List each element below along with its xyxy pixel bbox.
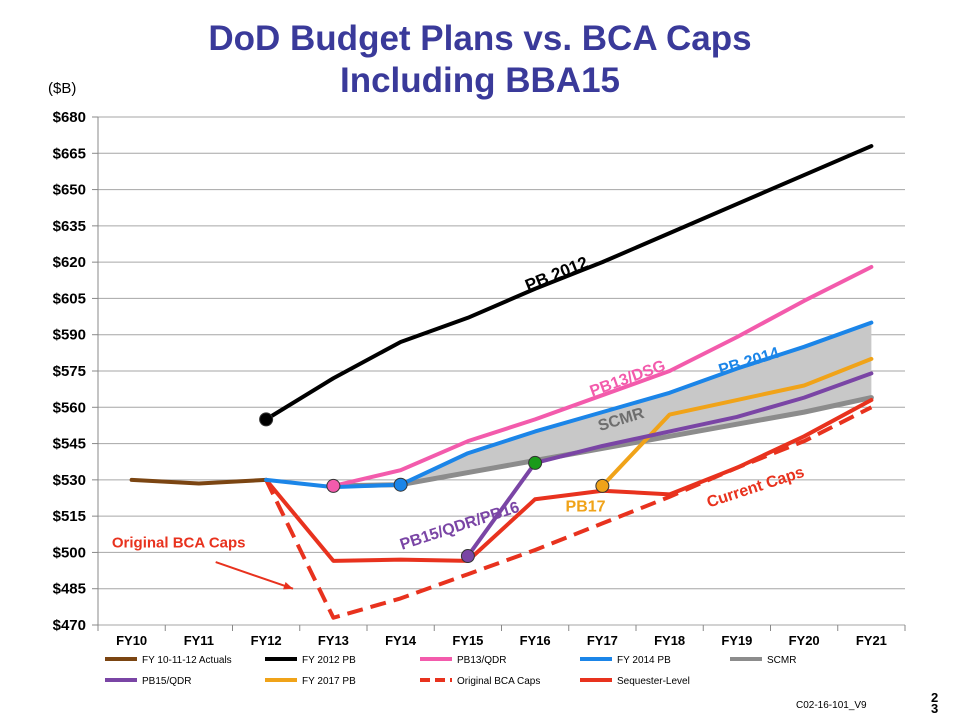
x-tick-label: FY12 [251, 633, 282, 648]
legend-label: Original BCA Caps [457, 676, 540, 687]
y-tick-label: $530 [53, 472, 86, 489]
document-code: C02-16-101_V9 [796, 700, 867, 711]
series-line-scmr [330, 395, 874, 489]
x-tick-label: FY21 [856, 633, 887, 648]
x-tick-label: FY18 [654, 633, 685, 648]
y-tick-label: $650 [53, 182, 86, 199]
series-line-pb14 [264, 320, 874, 490]
y-tick-label: $635 [53, 218, 86, 235]
legend-label: FY 2012 PB [302, 655, 356, 666]
legend-label: Sequester-Level [617, 676, 690, 687]
y-tick-label: $620 [53, 254, 86, 271]
y-axis-unit-label: ($B) [48, 80, 77, 97]
page-number: 2 3 [931, 692, 939, 716]
marker-pb12 [259, 412, 274, 427]
series-annotation: Current Caps [705, 464, 807, 512]
annotation-arrow-line [215, 561, 294, 590]
y-tick-label: $470 [53, 617, 86, 634]
annotation-arrow-head [283, 582, 294, 590]
marker-pb13 [326, 478, 341, 493]
x-tick-label: FY16 [520, 633, 551, 648]
y-tick-label: $590 [53, 327, 86, 344]
chart-title-line1: DoD Budget Plans vs. BCA Caps [208, 19, 752, 58]
shaded-band-layer [333, 322, 872, 488]
series-layer [129, 144, 874, 620]
series-line-actuals [129, 477, 269, 486]
axes: $680 $665 $650 $635 $620 $605 $590 $575 $560 $545… [53, 109, 906, 648]
y-tick-label: $560 [53, 399, 86, 416]
series-annotation: PB 2012 [522, 253, 590, 295]
y-tick-label: $545 [53, 436, 86, 453]
y-tick-label: $515 [53, 508, 86, 525]
legend-label: PB13/QDR [457, 655, 506, 666]
legend-label: FY 2014 PB [617, 655, 671, 666]
markers-layer [259, 412, 610, 564]
y-tick-label: $485 [53, 581, 86, 598]
y-tick-label: $680 [53, 109, 86, 126]
series-line-pb12 [264, 144, 874, 422]
marker-pb15 [460, 549, 475, 564]
series-line-pb13 [331, 264, 874, 488]
legend-label: FY 10-11-12 Actuals [142, 655, 232, 666]
legend: FY 10-11-12 Actuals FY 2012 PB PB13/QDR FY … [105, 655, 796, 687]
x-tick-label: FY10 [116, 633, 147, 648]
series-annotation: Original BCA Caps [112, 535, 246, 552]
y-tick-label: $605 [53, 290, 86, 307]
x-tick-label: FY13 [318, 633, 349, 648]
x-tick-label: FY20 [789, 633, 820, 648]
legend-label: SCMR [767, 655, 796, 666]
legend-label: FY 2017 PB [302, 676, 356, 687]
series-annotation: PB13/DSG [588, 357, 668, 400]
x-tick-label: FY15 [452, 633, 483, 648]
marker-pb16 [528, 455, 543, 470]
x-tick-label: FY19 [721, 633, 752, 648]
series-annotation: PB17 [566, 498, 606, 515]
y-tick-label: $500 [53, 544, 86, 561]
marker-pb17 [595, 478, 610, 493]
x-tick-label: FY17 [587, 633, 618, 648]
y-tick-label: $575 [53, 363, 86, 380]
series-line-seq [264, 398, 874, 563]
chart-title: DoD Budget Plans vs. BCA Caps Including … [120, 18, 840, 102]
shaded-band [333, 322, 872, 488]
marker-pb14 [393, 477, 408, 492]
chart-title-line2: Including BBA15 [339, 61, 621, 100]
x-tick-label: FY14 [385, 633, 417, 648]
x-tick-label: FY11 [184, 633, 214, 648]
y-tick-label: $665 [53, 145, 86, 162]
legend-label: PB15/QDR [142, 676, 191, 687]
